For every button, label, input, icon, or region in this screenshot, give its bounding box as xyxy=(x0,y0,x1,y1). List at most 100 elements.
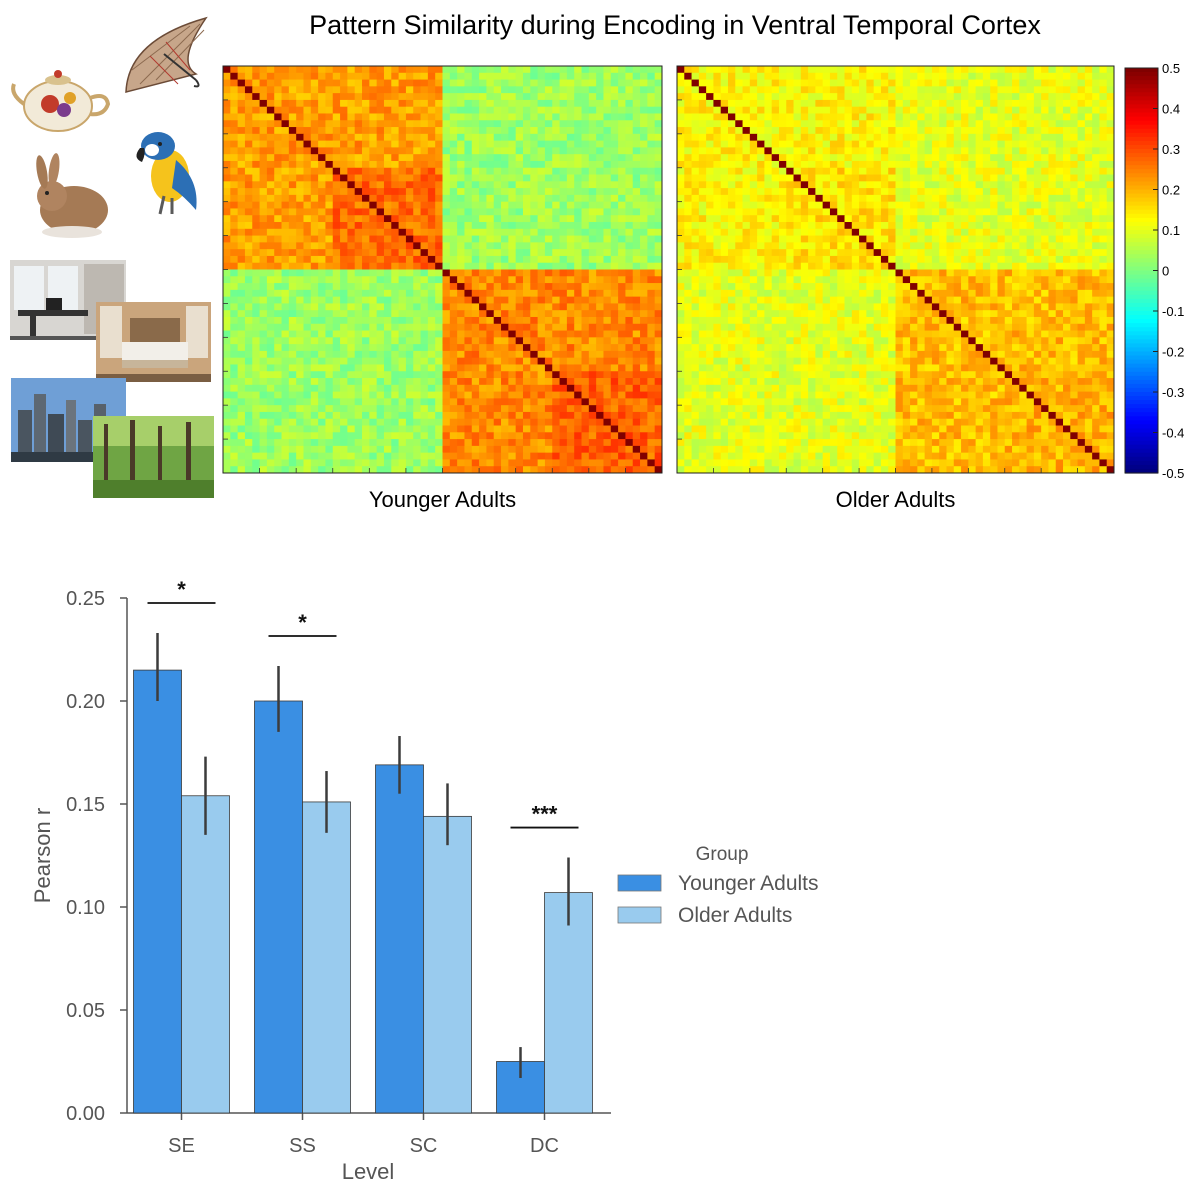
heatmap-cell xyxy=(581,283,590,291)
heatmap-cell xyxy=(815,181,824,189)
heatmap-cell xyxy=(369,208,378,216)
heatmap-cell xyxy=(288,120,297,128)
heatmap-cell xyxy=(281,310,290,318)
heatmap-cell xyxy=(625,181,634,189)
heatmap-cell xyxy=(288,269,297,277)
heatmap-cell xyxy=(647,249,656,257)
heatmap-cell xyxy=(698,174,707,182)
heatmap-cell xyxy=(1099,174,1108,182)
heatmap-cell xyxy=(303,160,312,169)
heatmap-cell xyxy=(405,113,414,121)
heatmap-cell xyxy=(479,188,487,196)
heatmap-cell xyxy=(332,466,341,474)
heatmap-cell xyxy=(588,364,597,372)
heatmap-cell xyxy=(464,357,473,365)
heatmap-cell xyxy=(471,140,480,148)
heatmap-cell xyxy=(493,249,502,257)
heatmap-cell xyxy=(398,418,407,426)
heatmap-cell xyxy=(464,350,473,359)
heatmap-cell xyxy=(310,310,319,318)
heatmap-cell xyxy=(252,167,260,175)
heatmap-cell xyxy=(654,384,663,392)
heatmap-cell xyxy=(610,99,619,108)
heatmap-cell xyxy=(449,181,458,189)
heatmap-cell xyxy=(479,452,487,460)
heatmap-cell xyxy=(581,418,590,426)
heatmap-cell xyxy=(354,289,363,298)
heatmap-cell xyxy=(486,222,495,230)
heatmap-cell xyxy=(610,154,619,162)
heatmap-cell xyxy=(574,459,582,467)
heatmap-cell xyxy=(354,255,363,264)
heatmap-cell xyxy=(310,255,319,264)
heatmap-cell xyxy=(376,432,385,440)
heatmap-cell xyxy=(786,167,794,175)
heatmap-cell xyxy=(288,405,297,413)
heatmap-cell xyxy=(997,72,1006,80)
heatmap-cell xyxy=(982,188,991,196)
heatmap-cell xyxy=(413,181,421,189)
heatmap-cell xyxy=(815,194,824,203)
heatmap-cell xyxy=(405,466,414,474)
heatmap-cell xyxy=(413,316,421,325)
heatmap-cell xyxy=(383,242,392,250)
heatmap-cell xyxy=(508,296,517,304)
heatmap-cell xyxy=(778,140,787,148)
heatmap-cell xyxy=(464,86,473,94)
heatmap-cell xyxy=(603,296,612,304)
heatmap-cell xyxy=(325,208,334,216)
heatmap-cell xyxy=(742,127,751,135)
heatmap-cell xyxy=(677,99,685,108)
heatmap-cell xyxy=(1004,106,1013,114)
heatmap-cell xyxy=(530,133,539,142)
heatmap-cell xyxy=(581,249,590,257)
heatmap-cell xyxy=(325,391,334,399)
heatmap-cell xyxy=(844,147,853,155)
heatmap-cell xyxy=(508,194,517,203)
heatmap-cell xyxy=(391,466,399,474)
heatmap-cell xyxy=(931,174,940,182)
heatmap-cell xyxy=(1026,215,1035,223)
heatmap-cell xyxy=(706,160,714,169)
heatmap-cell xyxy=(677,72,685,80)
heatmap-cell xyxy=(1012,86,1020,94)
heatmap-cell xyxy=(405,147,414,155)
heatmap-cell xyxy=(677,194,685,203)
heatmap-cell xyxy=(340,194,348,203)
heatmap-cell xyxy=(479,269,487,277)
heatmap-cell xyxy=(281,350,290,359)
heatmap-cell xyxy=(720,208,729,216)
heatmap-cell xyxy=(735,160,743,169)
heatmap-cell xyxy=(786,147,794,155)
heatmap-cell xyxy=(435,398,443,406)
heatmap-cell xyxy=(815,140,824,148)
heatmap-cell xyxy=(420,418,429,426)
heatmap-cell xyxy=(325,160,334,169)
heatmap-cell xyxy=(522,208,531,216)
heatmap-cell xyxy=(618,215,626,223)
heatmap-cell xyxy=(252,79,260,87)
heatmap-cell xyxy=(706,106,714,114)
heatmap-cell xyxy=(530,296,539,304)
heatmap-cell xyxy=(310,99,319,108)
heatmap-cell xyxy=(581,296,590,304)
heatmap-cell xyxy=(471,120,480,128)
heatmap-cell xyxy=(522,411,531,420)
heatmap-cell xyxy=(347,330,356,338)
heatmap-cell xyxy=(873,127,882,135)
heatmap-cell xyxy=(844,160,853,169)
heatmap-cell xyxy=(778,181,787,189)
heatmap-cell xyxy=(340,167,348,175)
heatmap-cell xyxy=(413,106,421,114)
heatmap-cell xyxy=(610,316,619,325)
heatmap-cell xyxy=(354,194,363,203)
heatmap-cell xyxy=(296,425,304,433)
heatmap-cell xyxy=(340,215,348,223)
heatmap-cell xyxy=(486,323,495,331)
heatmap-cell xyxy=(435,188,443,196)
heatmap-cell xyxy=(1084,147,1093,155)
heatmap-cell xyxy=(405,235,414,243)
heatmap-cell xyxy=(931,181,940,189)
heatmap-cell xyxy=(303,201,312,209)
heatmap-cell xyxy=(610,127,619,135)
